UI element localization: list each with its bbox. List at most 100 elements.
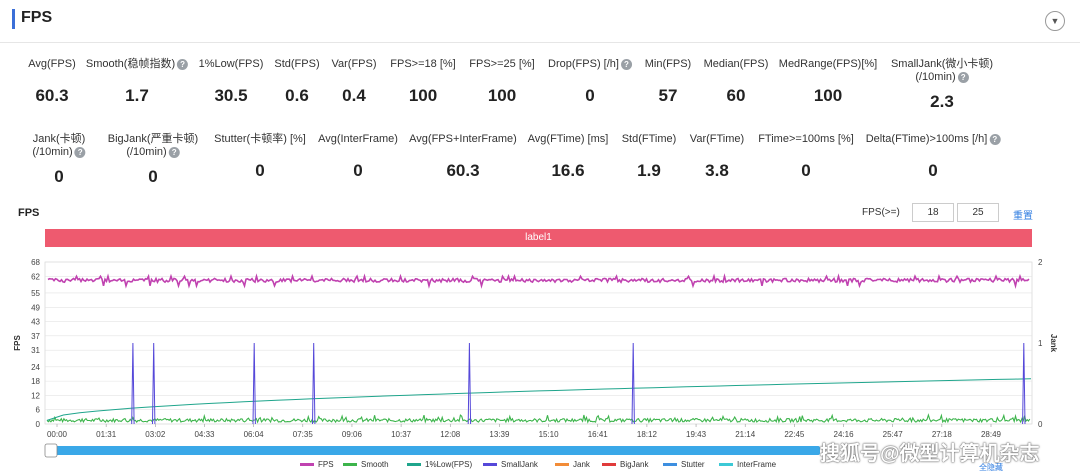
help-icon[interactable]: ? <box>957 71 969 83</box>
metric-metrics_row1-5: FPS>=18 [%] 100 <box>390 58 455 106</box>
metric-label-text: Avg(FTime) [ms] <box>527 133 609 145</box>
smalljank-spike <box>252 342 256 425</box>
legend-item[interactable]: Stutter <box>663 460 705 469</box>
y2-axis-title: Jank <box>1049 334 1058 353</box>
metric-label: FPS>=18 [%] <box>390 58 455 71</box>
smalljank-spike <box>467 342 472 425</box>
smalljank-spike <box>1022 342 1026 425</box>
metric-label-text: FPS>=25 [%] <box>469 58 535 70</box>
watermark-text: 搜狐号@微型计算机杂志 <box>820 443 1040 465</box>
y-tick-label: 31 <box>31 346 40 355</box>
metric-value: 100 <box>813 86 843 105</box>
metric-metrics_row1-1: Smooth(稳帧指数)? 1.7 <box>86 58 189 106</box>
metric-metrics_row1-11: SmallJank(微小卡顿) (/10min)? 2.3 <box>891 58 993 112</box>
legend-label: InterFrame <box>737 460 777 469</box>
metric-label: Std(FTime) <box>622 133 677 146</box>
help-icon[interactable]: ? <box>74 146 86 158</box>
metric-value: 30.5 <box>214 86 248 105</box>
metric-label: Min(FPS) <box>645 58 691 71</box>
legend-swatch <box>602 463 616 467</box>
legend-label: Jank <box>573 460 590 469</box>
reset-link[interactable]: 重置 <box>1013 211 1033 222</box>
metric-label-text: Std(FTime) <box>621 133 677 145</box>
help-icon[interactable]: ? <box>989 133 1001 145</box>
metric-label-text: 1%Low(FPS) <box>198 58 264 70</box>
metric-metrics_row2-7: Var(FTime) 3.8 <box>690 133 744 181</box>
metric-value: 0 <box>255 161 265 180</box>
panel-header: FPS ▼ <box>0 0 1080 43</box>
metric-label-text: Min(FPS) <box>644 58 692 70</box>
x-tick-label: 13:39 <box>489 430 510 439</box>
threshold-input-2[interactable]: 25 <box>957 203 999 222</box>
legend-label: Stutter <box>681 460 705 469</box>
metric-metrics_row1-10: MedRange(FPS)[%] 100 <box>779 58 877 106</box>
metric-value: 60.3 <box>446 161 480 180</box>
help-icon[interactable]: ? <box>168 146 180 158</box>
metric-value: 2.3 <box>930 92 954 111</box>
legend-item[interactable]: Smooth <box>343 460 389 469</box>
metric-label: BigJank(严重卡顿) (/10min)? <box>108 133 198 159</box>
legend-item[interactable]: SmallJank <box>483 460 538 469</box>
metric-metrics_row2-8: FTime>=100ms [%] 0 <box>758 133 854 181</box>
x-tick-label: 16:41 <box>588 430 609 439</box>
x-tick-label: 15:10 <box>539 430 560 439</box>
smalljank-spike <box>131 342 135 425</box>
metric-value: 0.6 <box>285 86 309 105</box>
legend-label: 1%Low(FPS) <box>425 460 473 469</box>
series-fps-line <box>47 273 1030 289</box>
legend-swatch <box>663 463 677 467</box>
y-tick-label: 6 <box>36 406 41 415</box>
metric-label: Avg(InterFrame) <box>318 133 398 146</box>
metric-value: 16.6 <box>551 161 585 180</box>
metric-label-text: Drop(FPS) [/h] <box>548 58 619 70</box>
x-tick-label: 21:14 <box>735 430 756 439</box>
legend-label: FPS <box>318 460 334 469</box>
metric-metrics_row1-7: Drop(FPS) [/h]? 0 <box>548 58 632 106</box>
help-icon[interactable]: ? <box>620 58 632 70</box>
label-band[interactable]: label1 <box>45 229 1032 247</box>
y-tick-label: 49 <box>31 303 40 312</box>
chart-title: FPS <box>18 207 40 219</box>
smalljank-spike <box>312 342 316 425</box>
plot-frame <box>44 261 1033 425</box>
metric-label-text: Delta(FTime)>100ms [/h] <box>865 133 988 145</box>
y-tick-label: 68 <box>31 258 40 267</box>
metric-label: Var(FPS) <box>331 58 376 71</box>
metric-label-text: Std(FPS) <box>274 58 320 70</box>
metric-label-text: Avg(FPS) <box>28 58 76 70</box>
metric-metrics_row2-6: Std(FTime) 1.9 <box>622 133 677 181</box>
metric-label-text: Var(FTime) <box>689 133 745 145</box>
legend-item[interactable]: InterFrame <box>719 460 776 469</box>
legend-item[interactable]: Jank <box>555 460 590 469</box>
metric-label-text: Avg(FPS+InterFrame) <box>409 133 517 145</box>
metric-value: 0 <box>54 167 64 186</box>
metric-label-text: BigJank(严重卡顿) <box>107 133 199 145</box>
threshold-label: FPS(>=) <box>862 207 900 218</box>
metric-metrics_row1-6: FPS>=25 [%] 100 <box>469 58 534 106</box>
metric-metrics_row2-5: Avg(FTime) [ms] 16.6 <box>528 133 609 181</box>
y-tick-label: 37 <box>31 332 40 341</box>
smalljank-spike <box>631 342 635 425</box>
metric-value: 0 <box>801 161 811 180</box>
legend-item[interactable]: 1%Low(FPS) <box>407 460 472 469</box>
metric-label-text: Median(FPS) <box>703 58 769 70</box>
legend-label: SmallJank <box>501 460 538 469</box>
y-tick-label: 43 <box>31 318 40 327</box>
threshold-input-1[interactable]: 18 <box>912 203 954 222</box>
legend-item[interactable]: FPS <box>300 460 334 469</box>
legend-item[interactable]: BigJank <box>602 460 648 469</box>
metric-label-text: MedRange(FPS)[%] <box>778 58 878 70</box>
help-icon[interactable]: ? <box>177 58 189 70</box>
y-tick-label: 18 <box>31 377 40 386</box>
hide-all-link[interactable]: 全隐藏 <box>979 463 1003 472</box>
metric-value: 0.4 <box>342 86 366 105</box>
metric-metrics_row2-2: Stutter(卡顿率) [%] 0 <box>214 133 306 181</box>
y-tick-label: 0 <box>36 420 41 429</box>
metric-label: MedRange(FPS)[%] <box>779 58 877 71</box>
series-1pct-low-line <box>46 378 1032 421</box>
metric-value: 100 <box>487 86 517 105</box>
y-tick-label: 62 <box>31 272 40 281</box>
collapse-chevron-icon[interactable]: ▼ <box>1045 11 1065 31</box>
x-tick-label: 09:06 <box>342 430 363 439</box>
metric-label: Jank(卡顿) (/10min)? <box>32 133 86 159</box>
